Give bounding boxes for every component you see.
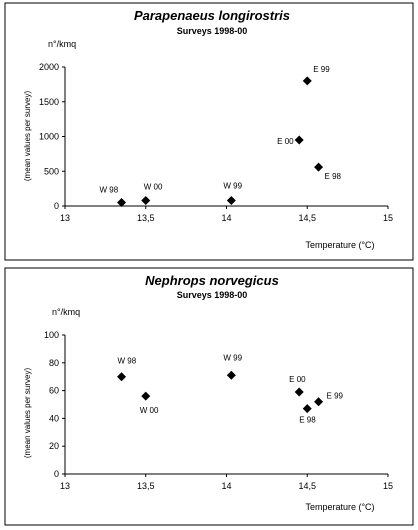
chart-title: Parapenaeus longirostris: [134, 8, 290, 23]
data-point-label: W 98: [118, 357, 137, 366]
y-tick-label: 1000: [39, 132, 59, 142]
data-point: [141, 195, 151, 205]
chart-svg-nephrops: Nephrops norvegicus Surveys 1998-00 n°/k…: [4, 267, 414, 526]
y-tick-label: 2000: [39, 62, 59, 72]
y-unit-label: n°/kmq: [48, 39, 76, 49]
x-tick-label: 13,5: [137, 481, 155, 491]
x-tick-label: 15: [383, 481, 393, 491]
x-axis-label: Temperature (°C): [305, 502, 374, 512]
y-tick-label: 1500: [39, 97, 59, 107]
data-point-label: E 00: [277, 137, 294, 146]
x-axis-label: Temperature (°C): [305, 240, 374, 250]
y-tick-label: 100: [44, 330, 59, 340]
data-point: [141, 391, 151, 401]
y-tick-label: 40: [49, 413, 59, 423]
data-point: [314, 397, 324, 407]
chart-frame: [4, 267, 414, 526]
x-tick-label: 14: [221, 481, 231, 491]
chart-frame: [4, 2, 414, 261]
data-point: [226, 370, 236, 380]
x-tick-label: 14,5: [298, 213, 316, 223]
x-tick-label: 14: [221, 213, 231, 223]
y-tick-label: 20: [49, 441, 59, 451]
data-point: [117, 198, 127, 208]
data-point-label: W 99: [223, 353, 242, 362]
data-point-label: E 00: [289, 375, 306, 384]
chart-title: Nephrops norvegicus: [145, 273, 279, 288]
chart-subtitle: Surveys 1998-00: [177, 26, 248, 36]
y-tick-label: 0: [54, 469, 59, 479]
data-point: [294, 387, 304, 397]
y-tick-label: 80: [49, 358, 59, 368]
chart-subtitle: Surveys 1998-00: [177, 290, 248, 300]
y-tick-label: 60: [49, 386, 59, 396]
data-point-label: E 99: [327, 392, 344, 401]
data-point: [314, 162, 324, 172]
data-point: [117, 372, 127, 382]
data-point-label: W 00: [144, 182, 163, 191]
y-tick-label: 500: [44, 166, 59, 176]
x-tick-label: 13,5: [137, 213, 155, 223]
chart-panel-nephrops: Nephrops norvegicus Surveys 1998-00 n°/k…: [0, 265, 418, 530]
data-point-label: E 99: [313, 65, 330, 74]
x-tick-label: 14,5: [298, 481, 316, 491]
x-tick-label: 13: [60, 481, 70, 491]
data-point: [302, 76, 312, 86]
y-axis-label: (mean values per survey): [23, 91, 32, 182]
y-tick-label: 0: [54, 201, 59, 211]
x-tick-label: 13: [60, 213, 70, 223]
chart-panel-parapenaeus: Parapenaeus longirostris Surveys 1998-00…: [4, 2, 414, 261]
chart-svg-parapenaeus: Parapenaeus longirostris Surveys 1998-00…: [4, 2, 414, 261]
data-point-label: W 98: [100, 186, 119, 195]
data-point-label: E 98: [299, 416, 316, 425]
data-point-label: E 98: [325, 172, 342, 181]
data-point-label: W 00: [140, 406, 159, 415]
data-point: [294, 135, 304, 145]
data-point: [302, 404, 312, 414]
data-point-label: W 99: [223, 181, 242, 190]
data-point: [226, 195, 236, 205]
y-unit-label: n°/kmq: [52, 307, 80, 317]
y-axis-label: (mean values per survey): [23, 368, 32, 459]
x-tick-label: 15: [383, 213, 393, 223]
